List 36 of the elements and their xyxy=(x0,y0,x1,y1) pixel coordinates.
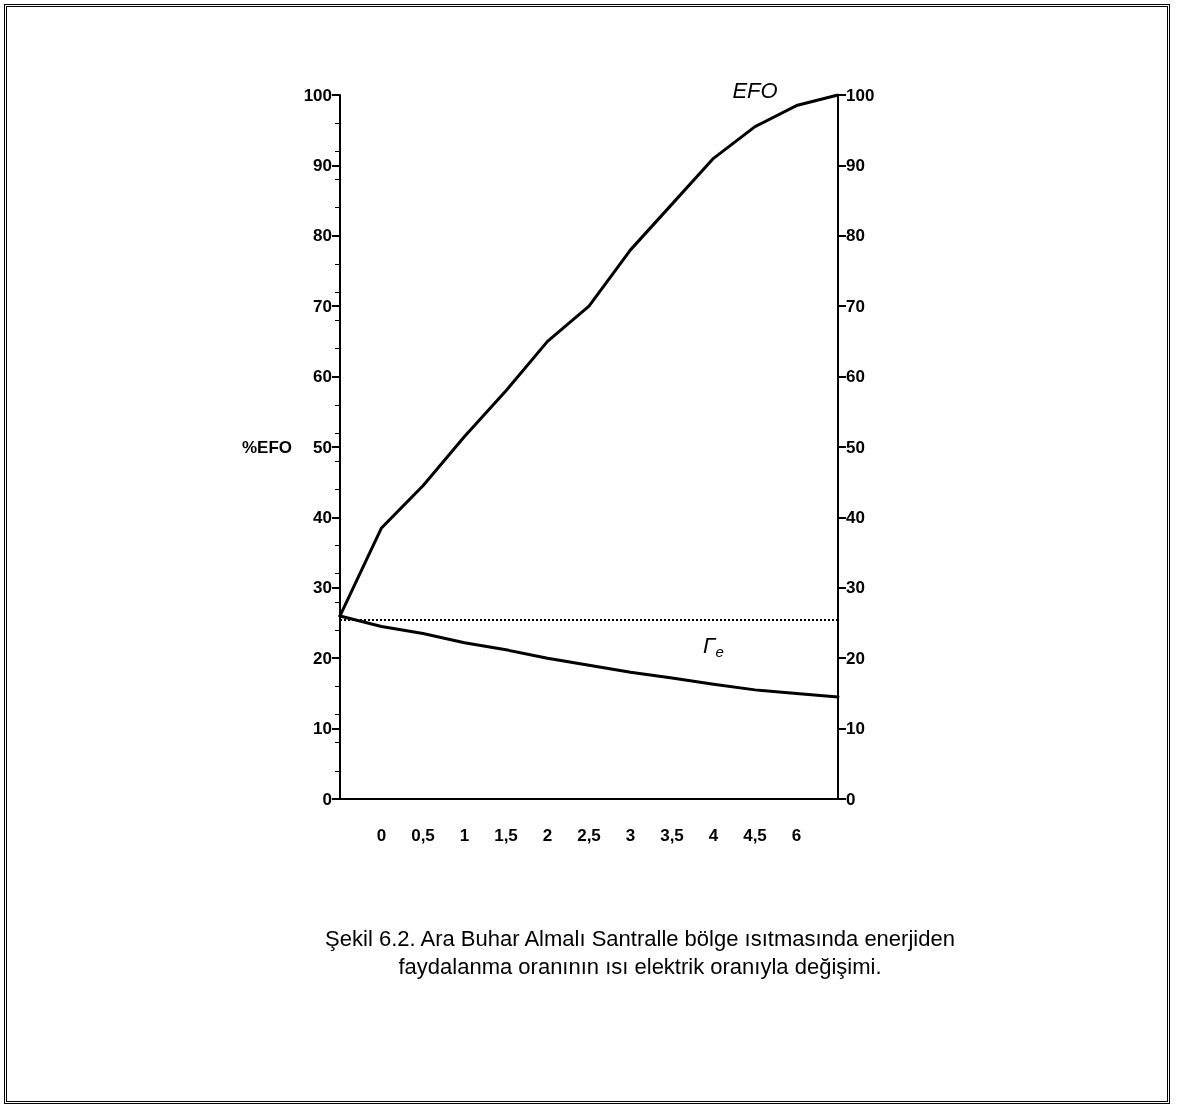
y2-tick-label: 90 xyxy=(846,155,865,175)
y-tick-label: 40 xyxy=(313,507,332,527)
y-tick-label: 60 xyxy=(313,367,332,387)
y2-tick-label: 0 xyxy=(846,789,856,809)
y-tick-label: 50 xyxy=(313,437,332,457)
x-tick-label: 0,5 xyxy=(411,826,435,845)
text: Şekil 6.2. Ara Buhar Almalı Santralle bölge ısıtmasında enerjiden faydalanma oranının ısı elektrik oranıyla değişimi. xyxy=(324,925,956,981)
y2-tick-label: 10 xyxy=(846,719,865,739)
y2-tick-label: 50 xyxy=(846,437,865,457)
x-tick-label: 3,5 xyxy=(660,826,684,845)
y-tick-label: 10 xyxy=(313,719,332,739)
x-tick-label: 2,5 xyxy=(577,826,601,845)
series-label: EFO xyxy=(732,78,778,104)
x-tick-label: 4 xyxy=(708,826,719,845)
x-tick-label: 1 xyxy=(459,826,470,845)
y2-tick-label: 100 xyxy=(846,85,875,105)
y-tick-label: 20 xyxy=(313,648,332,668)
x-tick-label: 2 xyxy=(542,826,553,845)
x-tick-label: 0 xyxy=(376,826,387,845)
y-tick-label: 80 xyxy=(313,226,332,246)
y-tick-label: 90 xyxy=(313,155,332,175)
y-tick-label: 0 xyxy=(322,789,332,809)
y2-tick-label: 20 xyxy=(846,648,865,668)
y-tick-label: 30 xyxy=(313,578,332,598)
x-tick-label: 3 xyxy=(625,826,636,845)
y2-tick-label: 40 xyxy=(846,507,865,527)
x-tick-label: 1,5 xyxy=(494,826,518,845)
y2-tick-label: 80 xyxy=(846,226,865,246)
x-tick-label: 6 xyxy=(791,826,802,845)
y-axis-title: %EFO xyxy=(241,437,292,457)
y2-tick-label: 70 xyxy=(846,296,865,316)
y2-tick-label: 30 xyxy=(846,578,865,598)
x-tick-label: 4,5 xyxy=(743,826,767,845)
y-tick-label: 70 xyxy=(313,296,332,316)
y2-tick-label: 60 xyxy=(846,367,865,387)
y-tick-label: 100 xyxy=(303,85,332,105)
